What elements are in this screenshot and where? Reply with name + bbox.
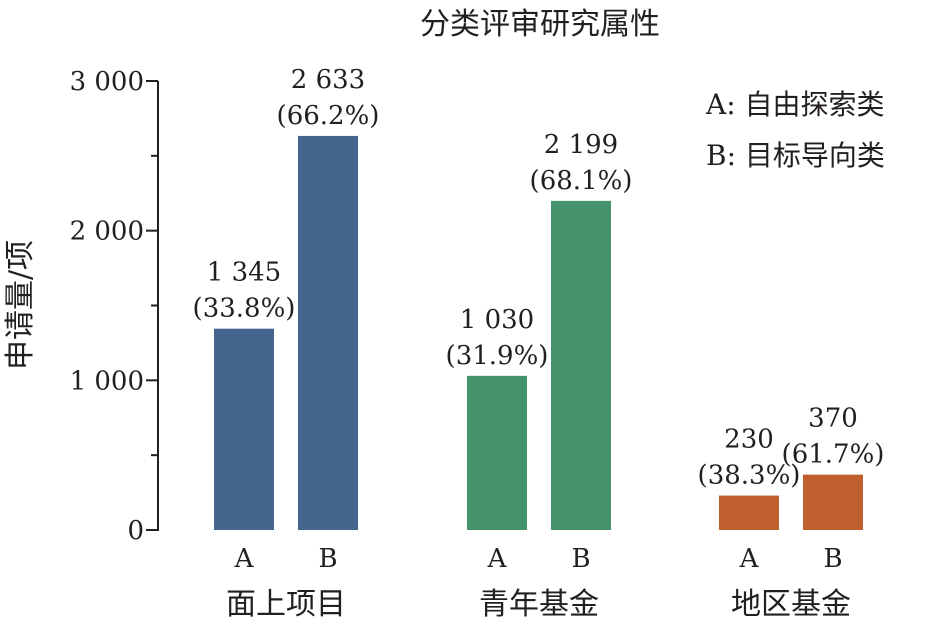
x-tick-label: B xyxy=(571,544,590,574)
x-tick-label: B xyxy=(823,544,842,574)
bar-value-label: 2 199 xyxy=(544,130,618,160)
bar-percent-label: (68.1%) xyxy=(530,166,633,196)
bar-value-label: 2 633 xyxy=(291,65,365,95)
legend-entry-b: B: 目标导向类 xyxy=(706,139,885,172)
x-tick-label: A xyxy=(234,544,255,574)
bar xyxy=(551,200,611,530)
bar xyxy=(719,495,779,530)
y-tick-label: 1 000 xyxy=(70,366,144,396)
group-label: 青年基金 xyxy=(479,587,599,622)
legend: A: 自由探索类 B: 目标导向类 xyxy=(705,88,885,172)
x-axis-labels: A B 面上项目 A B 青年基金 A B 地区基金 xyxy=(226,544,851,622)
y-tick-label: 0 xyxy=(127,516,144,546)
chart-title: 分类评审研究属性 xyxy=(420,7,660,42)
bars xyxy=(214,135,863,530)
y-axis-label: 申请量/项 xyxy=(3,240,38,370)
bar-percent-label: (38.3%) xyxy=(698,461,801,491)
bar-percent-label: (66.2%) xyxy=(277,101,380,131)
x-tick-label: A xyxy=(739,544,760,574)
axes: 0 1 000 2 000 3 000 xyxy=(70,67,159,546)
bar xyxy=(298,135,358,530)
bar xyxy=(467,375,527,530)
bar-value-label: 1 345 xyxy=(207,258,281,288)
group-label: 地区基金 xyxy=(731,587,851,622)
x-tick-label: A xyxy=(487,544,508,574)
group-label: 面上项目 xyxy=(226,587,346,622)
legend-entry-a: A: 自由探索类 xyxy=(705,88,885,121)
data-labels: 1 345 (33.8%) 2 633 (66.2%) 1 030 (31.9%) 2 19… xyxy=(193,65,885,491)
bar xyxy=(803,474,863,530)
bar-value-label: 230 xyxy=(724,425,774,455)
bar-percent-label: (31.9%) xyxy=(446,341,549,371)
bar-percent-label: (61.7%) xyxy=(782,440,885,470)
y-tick-label: 2 000 xyxy=(70,217,144,247)
bar xyxy=(214,328,274,530)
bar-value-label: 1 030 xyxy=(460,305,534,335)
bar-percent-label: (33.8%) xyxy=(193,294,296,324)
bar-value-label: 370 xyxy=(808,404,858,434)
x-tick-label: B xyxy=(318,544,337,574)
y-tick-label: 3 000 xyxy=(70,67,144,97)
